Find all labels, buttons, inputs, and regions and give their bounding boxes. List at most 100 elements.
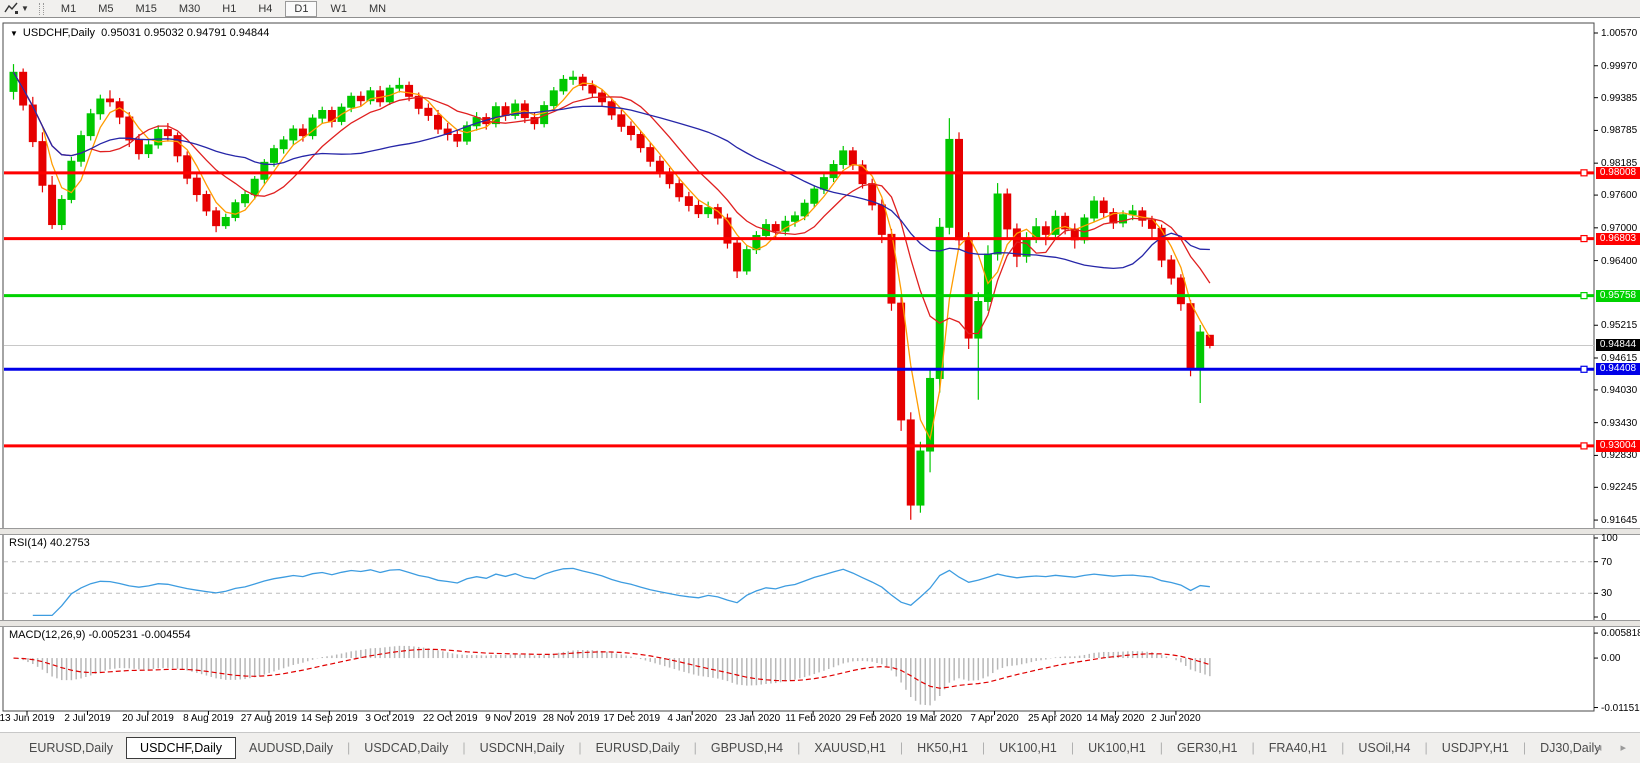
price-axis-label: 0.94615	[1601, 352, 1638, 364]
price-axis-label: 0.95215	[1601, 320, 1638, 332]
chart-window[interactable]: ▼ USDCHF,Daily 0.95031 0.95032 0.94791 0.…	[0, 18, 1640, 732]
level-price-badge: 0.94408	[1596, 363, 1640, 376]
date-axis-label: 19 Mar 2020	[905, 713, 963, 724]
symbol-tab-bar: EURUSD,Daily USDCHF,Daily AUDUSD,Daily | USD…	[0, 732, 1640, 763]
symbol-tab-usoil-h4[interactable]: USOil,H4	[1358, 741, 1411, 755]
line-drag-handle[interactable]	[1580, 234, 1588, 243]
line-drag-handle[interactable]	[1580, 365, 1588, 373]
crosshair-draw-icon[interactable]	[4, 2, 20, 16]
symbol-tab-dj30-daily[interactable]: DJ30,Daily	[1540, 741, 1601, 755]
price-axis-label: 0.94030	[1601, 384, 1638, 396]
timeframe-button-m15[interactable]: M15	[135, 2, 157, 15]
timeframe-button-h4[interactable]: H4	[258, 2, 273, 15]
date-axis-label: 14 Sep 2019	[300, 713, 358, 724]
tab-separator: |	[578, 741, 582, 755]
macd-axis-label: -0.011514	[1601, 702, 1640, 714]
date-axis-label: 29 Feb 2020	[845, 713, 902, 724]
date-axis-label: 2 Jun 2020	[1151, 713, 1201, 724]
timeframe-button-m30[interactable]: M30	[178, 2, 201, 15]
date-axis-label: 3 Oct 2019	[365, 713, 415, 724]
symbol-tab-gbpusd-h4[interactable]: GBPUSD,H4	[710, 741, 784, 755]
timeframe-toolbar: ▼ M1 M5 M15 M30 H1 H4 D1 W1 MN	[0, 0, 1640, 18]
rsi-indicator-label: RSI(14) 40.2753	[9, 537, 90, 549]
date-axis-label: 4 Jan 2020	[667, 713, 717, 724]
rsi-axis-label: 100	[1601, 533, 1618, 544]
symbol-tab-uk100-h1[interactable]: UK100,H1	[1088, 741, 1146, 755]
symbol-tab-uk100-h1[interactable]: UK100,H1	[999, 741, 1057, 755]
price-axis-label: 0.98785	[1601, 125, 1638, 137]
tab-separator: |	[347, 741, 351, 755]
level-price-badge: 0.96803	[1596, 232, 1640, 245]
moving-average-25	[12, 71, 1210, 270]
moving-average-9	[12, 71, 1211, 335]
line-drag-handle[interactable]	[1580, 292, 1588, 300]
symbol-tab-usdcnh-daily[interactable]: USDCNH,Daily	[479, 741, 565, 755]
price-axis-label: 0.97600	[1601, 190, 1638, 202]
price-axis-label: 0.93430	[1601, 417, 1638, 429]
date-axis-label: 13 Jun 2019	[0, 713, 55, 724]
toolbar-grip	[38, 2, 44, 15]
symbol-tab-audusd-daily[interactable]: AUDUSD,Daily	[249, 741, 334, 755]
date-axis-label: 17 Dec 2019	[603, 713, 661, 724]
line-drag-handle[interactable]	[1580, 442, 1588, 450]
tab-separator: |	[797, 741, 801, 755]
tab-separator: |	[1522, 741, 1527, 755]
date-axis-label: 25 Apr 2020	[1028, 713, 1082, 724]
tab-separator: |	[1341, 741, 1345, 755]
timeframe-buttons: M1 M5 M15 M30 H1 H4 D1 W1 MN	[50, 0, 397, 17]
price-axis-label: 0.92245	[1601, 482, 1638, 494]
rsi-axis-label: 0	[1601, 612, 1607, 623]
symbol-tab-usdcad-daily[interactable]: USDCAD,Daily	[364, 741, 449, 755]
timeframe-button-mn[interactable]: MN	[368, 2, 387, 15]
tab-scroll-arrows[interactable]: ◂ ▸	[1595, 742, 1634, 754]
date-axis-label: 27 Aug 2019	[240, 713, 297, 724]
symbol-tab-eurusd-daily[interactable]: EURUSD,Daily	[595, 741, 680, 755]
timeframe-button-m1[interactable]: M1	[60, 2, 77, 15]
chart-symbol-label: USDCHF,Daily	[22, 27, 96, 39]
timeframe-button-m5[interactable]: M5	[98, 2, 114, 15]
macd-axis-label: 0.00	[1601, 653, 1621, 665]
date-axis-label: 8 Aug 2019	[183, 713, 234, 724]
chart-frame	[2, 22, 1595, 712]
price-axis-label: 0.99385	[1601, 92, 1638, 104]
date-axis-label: 9 Nov 2019	[485, 713, 537, 724]
tab-separator: |	[462, 741, 466, 755]
level-price-badge: 0.95758	[1596, 289, 1640, 302]
date-axis-label: 28 Nov 2019	[542, 713, 600, 724]
pane-splitter-rsi-macd[interactable]	[0, 620, 1640, 627]
timeframe-button-h1[interactable]: H1	[222, 2, 237, 15]
rsi-axis-label: 70	[1601, 556, 1613, 568]
tab-separator: |	[1424, 741, 1428, 755]
tab-separator: |	[899, 741, 904, 755]
symbol-tab-usdchf-daily[interactable]: USDCHF,Daily	[126, 737, 236, 759]
price-axis-label: 0.99970	[1601, 60, 1638, 72]
symbol-tab-usdjpy-h1[interactable]: USDJPY,H1	[1441, 741, 1509, 755]
timeframe-button-d1[interactable]: D1	[285, 0, 318, 17]
candlesticks[interactable]	[9, 64, 1214, 520]
price-axis-label: 0.91645	[1601, 515, 1638, 527]
macd-signal-line	[13, 648, 1211, 689]
pane-splitter-main-rsi[interactable]	[0, 528, 1640, 535]
chevron-down-icon[interactable]: ▼	[21, 4, 29, 13]
tab-separator: |	[1251, 741, 1255, 755]
line-drag-handle[interactable]	[1580, 169, 1588, 177]
symbol-tab-eurusd-daily[interactable]: EURUSD,Daily	[29, 741, 114, 755]
symbol-tab-ger30-h1[interactable]: GER30,H1	[1177, 741, 1238, 755]
timeframe-button-w1[interactable]: W1	[330, 2, 347, 15]
symbol-tab-fra40-h1[interactable]: FRA40,H1	[1268, 741, 1328, 755]
symbol-dropdown-icon[interactable]: ▼	[10, 29, 18, 38]
rsi-line	[32, 567, 1210, 617]
chart-ohlc-values: 0.95031 0.95032 0.94791 0.94844	[101, 27, 270, 39]
symbol-tab-xauusd-h1[interactable]: XAUUSD,H1	[814, 741, 886, 755]
date-axis-label: 11 Feb 2020	[785, 713, 841, 724]
level-price-badge: 0.98008	[1596, 166, 1640, 179]
moving-average-4	[12, 71, 1211, 441]
price-axis-label: 0.96400	[1601, 255, 1638, 267]
price-axis-label: 0.98185	[1601, 158, 1638, 170]
tab-separator: |	[1159, 741, 1164, 755]
symbol-tab-hk50-h1[interactable]: HK50,H1	[917, 741, 968, 755]
price-chart-canvas[interactable]	[0, 18, 1640, 732]
date-axis-label: 2 Jul 2019	[64, 713, 111, 724]
macd-axis-label: 0.005818	[1601, 628, 1640, 640]
